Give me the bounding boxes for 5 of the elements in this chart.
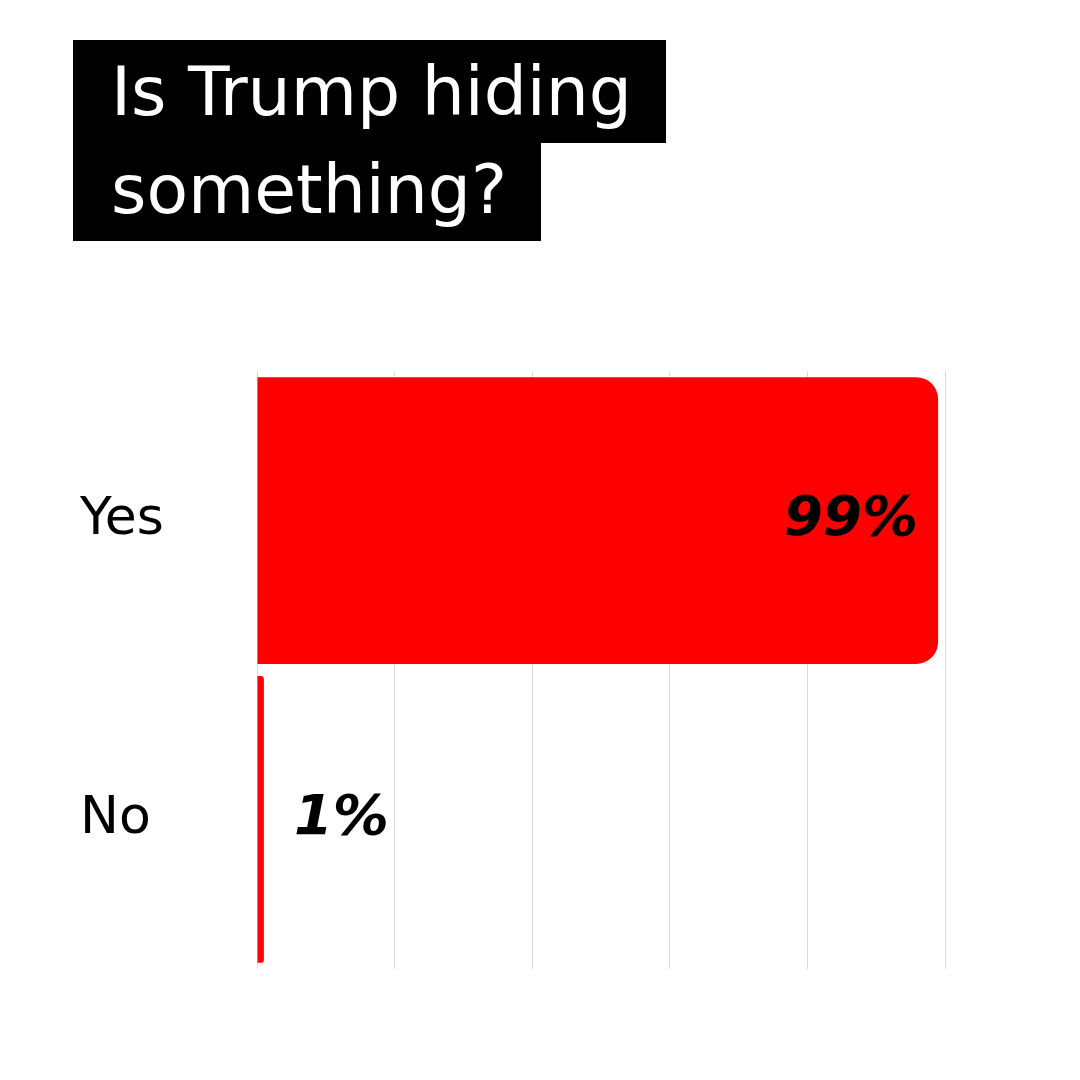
y-tick-label: No [80,784,151,845]
data-label: 1% [293,781,389,847]
y-tick-label: Yes [79,486,164,547]
data-label: 99% [784,483,919,549]
chart-title: Is Trump hiding something? [73,40,667,241]
